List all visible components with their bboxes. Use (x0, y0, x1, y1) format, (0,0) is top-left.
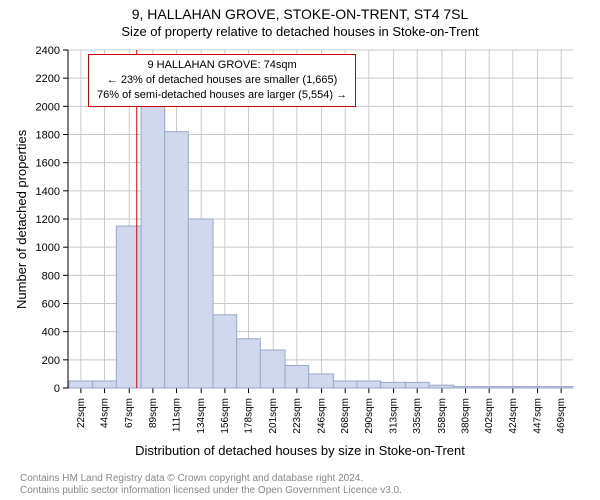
svg-text:246sqm: 246sqm (317, 398, 328, 434)
svg-text:2200: 2200 (36, 73, 60, 85)
svg-text:447sqm: 447sqm (533, 398, 544, 434)
svg-text:600: 600 (42, 299, 60, 311)
svg-text:89sqm: 89sqm (148, 398, 159, 428)
svg-text:400: 400 (42, 327, 60, 339)
svg-text:156sqm: 156sqm (220, 398, 231, 434)
svg-text:402sqm: 402sqm (484, 398, 495, 434)
svg-text:1600: 1600 (36, 158, 60, 170)
svg-text:800: 800 (42, 270, 60, 282)
svg-text:424sqm: 424sqm (508, 398, 519, 434)
x-axis-label: Distribution of detached houses by size … (0, 443, 600, 458)
svg-text:0: 0 (54, 383, 60, 395)
footer-line2: Contains public sector information licen… (20, 485, 402, 496)
annotation-box: 9 HALLAHAN GROVE: 74sqm ← 23% of detache… (88, 54, 356, 107)
annotation-line2: ← 23% of detached houses are smaller (1,… (97, 73, 347, 88)
svg-text:268sqm: 268sqm (340, 398, 351, 434)
svg-text:290sqm: 290sqm (364, 398, 375, 434)
footer-line1: Contains HM Land Registry data © Crown c… (20, 473, 363, 484)
svg-text:201sqm: 201sqm (268, 398, 279, 434)
svg-text:380sqm: 380sqm (461, 398, 472, 434)
svg-text:313sqm: 313sqm (389, 398, 400, 434)
svg-text:22sqm: 22sqm (76, 398, 87, 428)
annotation-line3: 76% of semi-detached houses are larger (… (97, 88, 347, 103)
svg-text:358sqm: 358sqm (437, 398, 448, 434)
svg-text:1200: 1200 (36, 214, 60, 226)
svg-text:178sqm: 178sqm (244, 398, 255, 434)
annotation-line1: 9 HALLAHAN GROVE: 74sqm (97, 58, 347, 73)
svg-text:335sqm: 335sqm (412, 398, 423, 434)
svg-text:111sqm: 111sqm (172, 398, 183, 432)
svg-text:2000: 2000 (36, 101, 60, 113)
svg-text:469sqm: 469sqm (556, 398, 567, 434)
svg-text:1400: 1400 (36, 186, 60, 198)
svg-text:134sqm: 134sqm (196, 398, 207, 434)
svg-text:2400: 2400 (36, 45, 60, 57)
svg-text:44sqm: 44sqm (100, 398, 111, 428)
svg-text:1000: 1000 (36, 242, 60, 254)
svg-text:67sqm: 67sqm (124, 398, 135, 428)
svg-text:200: 200 (42, 355, 60, 367)
y-axis-label: Number of detached properties (14, 130, 29, 309)
svg-text:1800: 1800 (36, 130, 60, 142)
svg-text:223sqm: 223sqm (292, 398, 303, 434)
